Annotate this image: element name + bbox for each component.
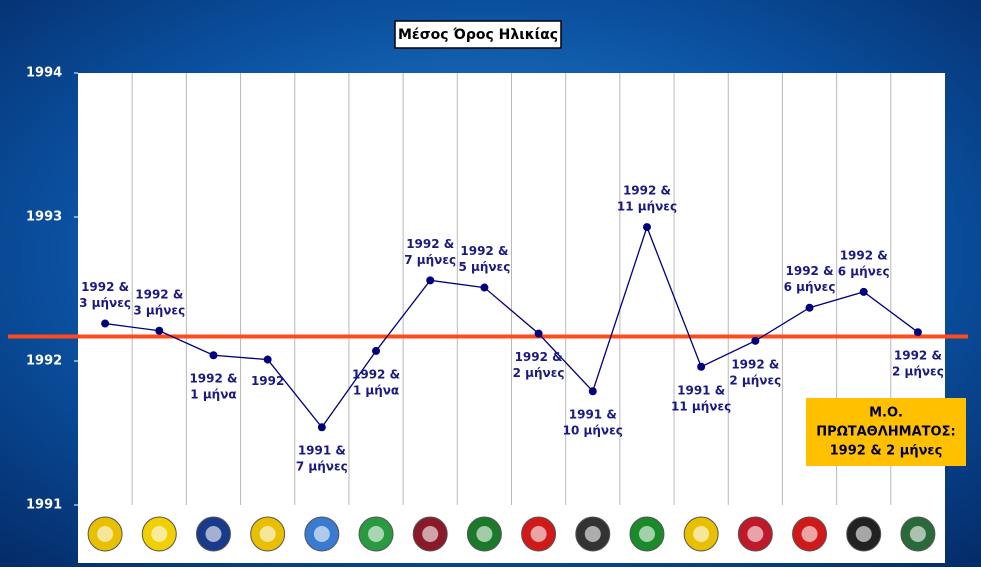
data-label: 1992 & [352,367,400,381]
data-label: 1992 & [189,372,237,386]
data-label: 1 μήνα [353,383,399,397]
team-logo-inner [476,526,493,542]
data-label: 11 μήνες [671,399,731,413]
team-logo-inner [151,526,168,542]
data-label: 1992 & [894,349,942,363]
data-label: 1991 & [677,383,725,397]
data-label: 1992 & [135,287,183,301]
team-logo-inner [97,526,114,542]
team-logo-inner [638,526,655,542]
data-point [805,303,814,312]
team-logo-inner [855,526,872,542]
data-label: 6 μήνες [784,280,836,294]
average-box [806,398,966,466]
team-logo-inner [530,526,547,542]
y-tick-label: 1994 [26,66,62,81]
team-logo-inner [422,526,439,542]
data-label: 7 μήνες [404,253,456,267]
data-point [372,346,381,355]
series-line [105,225,919,429]
y-tick-label: 1991 [26,498,62,513]
data-point [534,329,543,338]
data-point [155,326,164,335]
y-tick-label: 1992 [26,354,62,369]
data-label: 1992 & [623,184,671,198]
team-logo-inner [259,526,276,542]
data-label: 1992 & [460,244,508,258]
team-logo-inner [368,526,385,542]
team-logo-inner [909,526,926,542]
data-label: 11 μήνες [617,200,677,214]
average-label: ΠΡΩΤΑΘΛΗΜΑΤΟΣ: [816,425,955,440]
data-label: 1992 & [406,237,454,251]
data-point [642,223,651,232]
data-label: 1992 [251,374,284,388]
average-label: 1992 & 2 μήνες [830,444,943,459]
team-logo-inner [205,526,222,542]
data-label: 5 μήνες [458,260,510,274]
team-logo-inner [801,526,818,542]
data-point [913,328,922,337]
data-point [480,283,489,292]
data-label: 1992 & [515,350,563,364]
data-label: 2 μήνες [729,373,781,387]
data-label: 10 μήνες [563,424,623,438]
data-label: 2 μήνες [513,366,565,380]
data-point [263,355,272,364]
data-label: 1991 & [298,444,346,458]
data-label: 1991 & [569,408,617,422]
team-logo-inner [747,526,764,542]
data-label: 1992 & [731,357,779,371]
y-tick-label: 1993 [26,210,62,225]
chart-title: Μέσος Όρος Ηλικίας [398,27,558,43]
team-logo-inner [313,526,330,542]
data-label: 6 μήνες [838,264,890,278]
data-label: 3 μήνες [133,303,185,317]
data-label: 1 μήνα [190,388,236,402]
data-label: 1992 & [840,248,888,262]
data-point [859,287,868,296]
team-logo-inner [693,526,710,542]
data-point [209,351,218,360]
title-box [394,20,562,49]
data-point [426,276,435,285]
data-point [317,423,326,432]
data-point [751,336,760,345]
data-label: 1992 & [786,264,834,278]
team-logo-inner [584,526,601,542]
data-point [101,319,110,328]
average-label: Μ.Ο. [869,406,903,421]
data-label: 2 μήνες [892,365,944,379]
data-label: 3 μήνες [79,296,131,310]
data-label: 1992 & [81,280,129,294]
data-point [697,362,706,371]
data-point [588,387,597,396]
data-label: 7 μήνες [296,460,348,474]
